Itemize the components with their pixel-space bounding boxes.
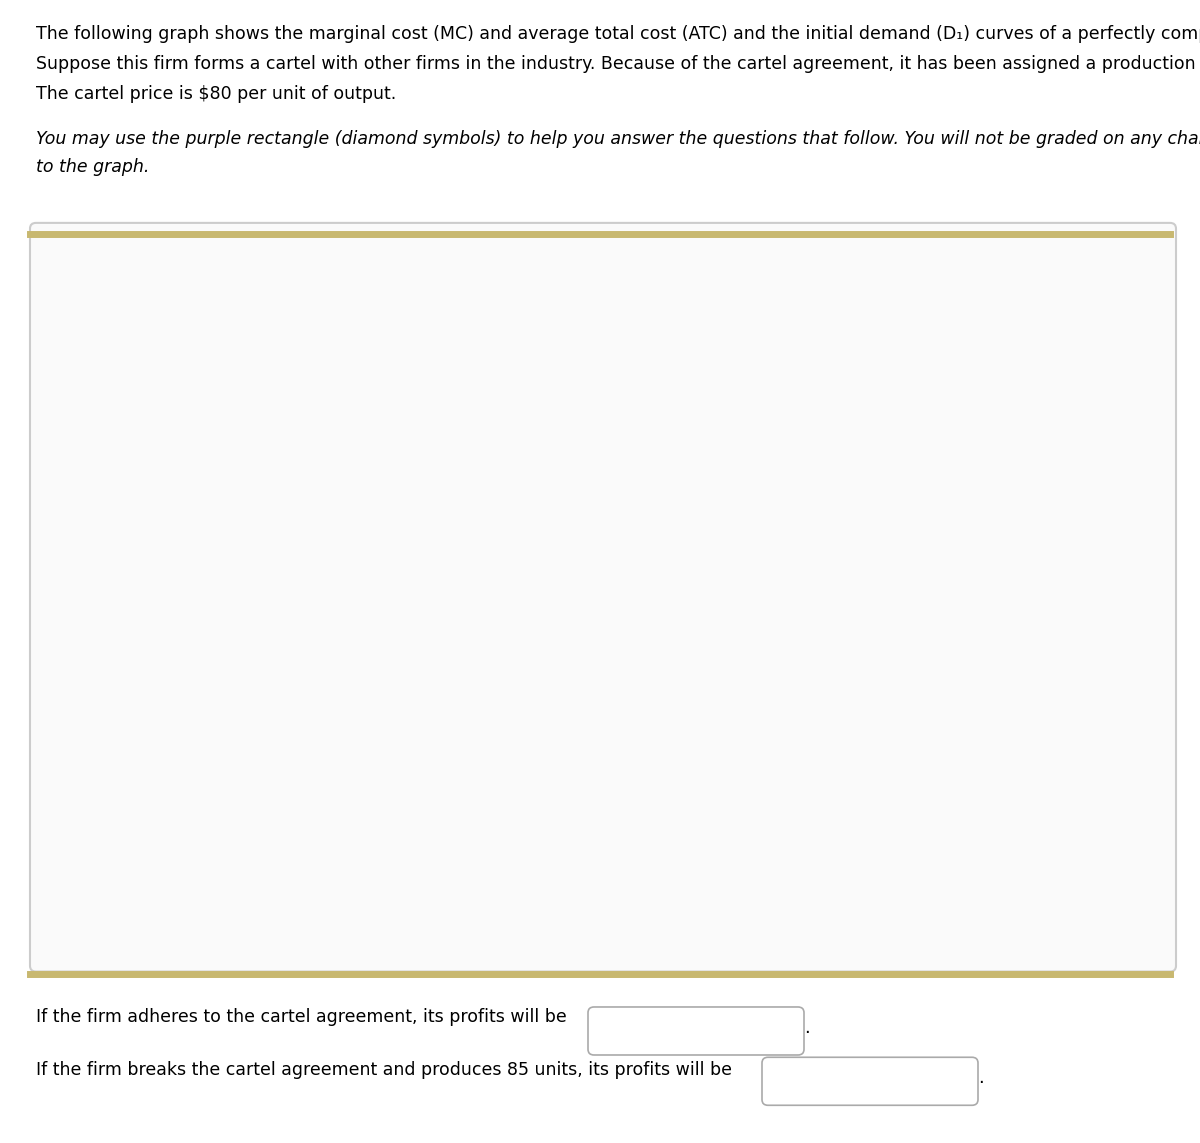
Text: $: $ bbox=[604, 1018, 613, 1034]
Text: If the firm breaks the cartel agreement and produces 85 units, its profits will : If the firm breaks the cartel agreement … bbox=[36, 1061, 738, 1079]
Text: Suppose this firm forms a cartel with other firms in the industry. Because of th: Suppose this firm forms a cartel with ot… bbox=[36, 55, 1200, 73]
Text: MC: MC bbox=[233, 794, 256, 810]
X-axis label: QUANTITY (Units): QUANTITY (Units) bbox=[383, 929, 517, 944]
Text: If the firm adheres to the cartel agreement, its profits will be: If the firm adheres to the cartel agreem… bbox=[36, 1008, 572, 1026]
Text: The cartel price is $80 per unit of output.: The cartel price is $80 per unit of outp… bbox=[36, 85, 396, 103]
FancyBboxPatch shape bbox=[893, 386, 1027, 442]
Text: Area: Area bbox=[940, 458, 980, 477]
Text: ?: ? bbox=[863, 285, 875, 304]
Text: You may use the purple rectangle (diamond symbols) to help you answer the questi: You may use the purple rectangle (diamon… bbox=[36, 130, 1200, 149]
Text: .: . bbox=[804, 1018, 810, 1037]
Y-axis label: PRICE (Dollars): PRICE (Dollars) bbox=[60, 528, 76, 644]
Text: to the graph.: to the graph. bbox=[36, 158, 149, 176]
Text: $D_2$: $D_2$ bbox=[793, 389, 815, 409]
Text: $D_1$: $D_1$ bbox=[793, 638, 815, 658]
Text: $: $ bbox=[778, 1069, 787, 1085]
Text: .: . bbox=[978, 1069, 984, 1087]
Text: The following graph shows the marginal cost (MC) and average total cost (ATC) an: The following graph shows the marginal c… bbox=[36, 25, 1200, 43]
Text: ATC: ATC bbox=[463, 612, 492, 626]
